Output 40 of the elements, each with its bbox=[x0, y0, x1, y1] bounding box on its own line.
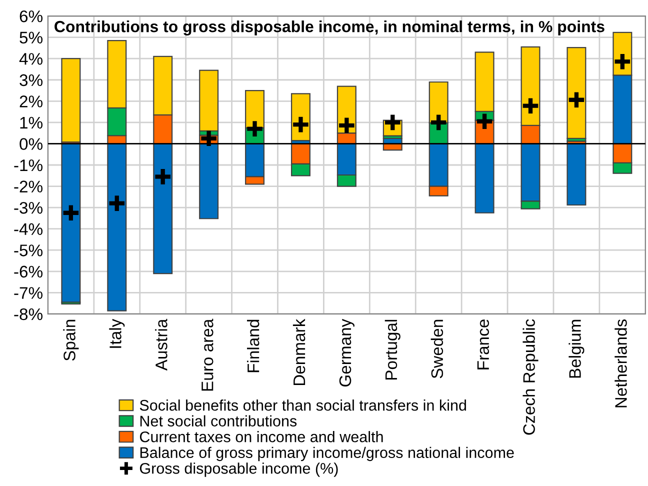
point bbox=[291, 114, 310, 134]
y-tick-label: 0% bbox=[20, 138, 42, 150]
x-tick-label: Belgium bbox=[568, 320, 584, 378]
bar bbox=[61, 58, 81, 143]
x-tick-label: France bbox=[477, 320, 490, 370]
x-tick-label: Denmark bbox=[292, 318, 306, 386]
x-tick-label: Finland bbox=[246, 320, 260, 372]
y-tick-label: -5% bbox=[14, 244, 42, 256]
y-tick-label: 5% bbox=[20, 32, 42, 44]
y-tick-label: -2% bbox=[14, 180, 42, 192]
y-tick-label: 1% bbox=[20, 116, 42, 129]
bar bbox=[566, 46, 586, 139]
x-tick-label: Netherlands bbox=[614, 319, 627, 408]
x-tick-label: Portugal bbox=[384, 320, 400, 380]
legend-label: Social benefits other than social transfers in kind bbox=[140, 400, 466, 411]
point bbox=[428, 112, 448, 132]
y-tick-label: -6% bbox=[14, 266, 42, 278]
y-tick-label: -3% bbox=[14, 202, 42, 214]
legend-label: Balance of gross primary income/gross national income bbox=[140, 446, 514, 462]
legend-label: Current taxes on income and wealth bbox=[140, 431, 383, 442]
x-tick-label: Sweden bbox=[430, 320, 444, 378]
bar bbox=[61, 143, 81, 303]
x-tick-label: Spain bbox=[63, 320, 79, 361]
bar bbox=[566, 143, 586, 206]
y-tick-label: -8% bbox=[14, 308, 42, 320]
legend-label: Net social contributions bbox=[140, 415, 297, 427]
x-tick-label: Germany bbox=[339, 318, 354, 387]
x-tick-label: Italy bbox=[109, 318, 125, 348]
x-tick-label: Czech Republic bbox=[522, 319, 538, 435]
y-tick-label: 4% bbox=[19, 53, 42, 65]
y-tick-label: -1% bbox=[14, 159, 42, 172]
chart-title: Contributions to gross disposable income, in nominal terms, in % points bbox=[54, 20, 604, 36]
y-tick-label: -4% bbox=[14, 223, 42, 235]
legend-label: Gross disposable income (%) bbox=[140, 462, 338, 477]
x-tick-label: Austria bbox=[155, 318, 168, 371]
y-tick-label: 3% bbox=[20, 74, 42, 86]
y-tick-label: 2% bbox=[20, 96, 42, 108]
y-tick-label: 6% bbox=[20, 10, 42, 22]
y-tick-label: -7% bbox=[14, 287, 42, 299]
x-tick-label: Euro area bbox=[202, 318, 214, 391]
